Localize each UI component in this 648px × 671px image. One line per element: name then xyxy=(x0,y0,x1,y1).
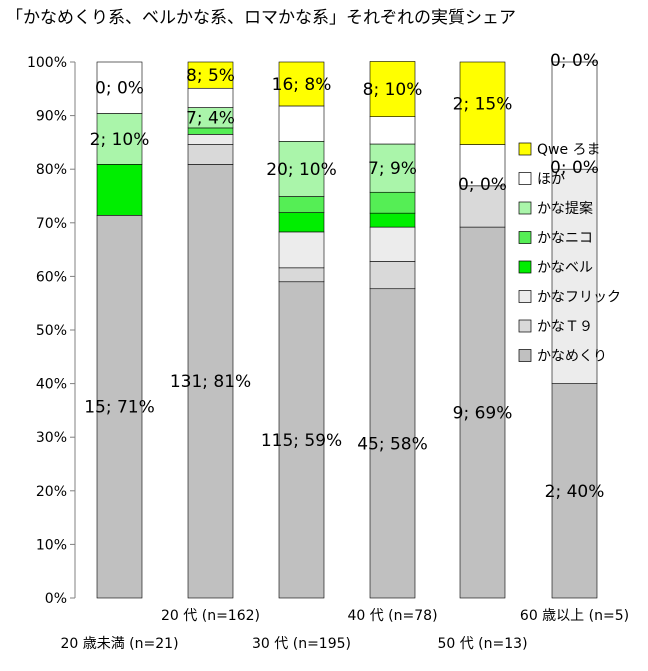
data-label: 16; 8% xyxy=(272,75,332,95)
y-tick-label: 80% xyxy=(36,162,67,178)
y-tick-label: 90% xyxy=(36,109,67,125)
bar-segment xyxy=(278,61,325,107)
legend-label: かなフリック xyxy=(537,290,621,306)
bar-segment xyxy=(278,105,325,142)
bar-segment xyxy=(278,141,325,197)
data-label: 45; 58% xyxy=(357,434,428,454)
x-axis: 20 歳未満 (n=21) 20 代 (n=162) 30 代 (n=195) 40 … xyxy=(60,608,629,652)
data-label: 20; 10% xyxy=(266,160,337,180)
bar-segment xyxy=(369,61,416,117)
bar-segment xyxy=(278,231,325,269)
bar-segment xyxy=(187,127,234,135)
y-tick-label: 50% xyxy=(36,323,67,339)
bar-segment xyxy=(278,212,325,233)
bar-segment xyxy=(278,267,325,283)
bar-segment xyxy=(187,134,234,145)
y-tick-label: 40% xyxy=(36,377,67,393)
y-tick-label: 10% xyxy=(36,537,67,553)
x-tick-label: 60 歳以上 (n=5) xyxy=(520,608,629,624)
data-label: 2; 15% xyxy=(453,94,513,114)
legend-label: かなベル xyxy=(537,260,593,276)
bar-segment xyxy=(369,143,416,193)
data-labels: 15; 71% 2; 10% 0; 0% 131; 81% 7; 4% 8; 5% 115;… xyxy=(84,51,604,502)
x-tick-label: 50 代 (n=13) xyxy=(437,636,527,652)
bar-segment xyxy=(459,61,506,145)
bar-segment xyxy=(96,164,143,216)
data-label: 8; 5% xyxy=(186,66,235,86)
y-tick-label: 0% xyxy=(45,591,67,607)
y-axis: 0% 10% 20% 30% 40% 50% 60% 70% 80% 90% 100% xyxy=(27,55,76,607)
bar-segment xyxy=(187,87,234,108)
data-label: 9; 69% xyxy=(453,404,513,424)
bar-segment xyxy=(96,214,143,599)
legend-swatch xyxy=(518,319,532,333)
legend-swatch xyxy=(518,231,532,244)
legend-label: かなＴ９ xyxy=(537,319,593,335)
data-label: 0; 0% xyxy=(550,51,599,71)
bar-segment xyxy=(369,288,416,599)
legend-label: かな提案 xyxy=(537,200,593,217)
y-tick-label: 60% xyxy=(36,269,67,285)
y-tick-label: 70% xyxy=(36,216,67,232)
legend-label: Qwe ろま xyxy=(537,142,601,158)
data-label: 0; 0% xyxy=(95,79,144,99)
legend-swatch xyxy=(518,142,532,156)
bar-segment xyxy=(369,191,416,214)
data-label: 15; 71% xyxy=(84,398,155,418)
legend-label: かなニコ xyxy=(537,231,593,247)
chart-title: 「かなめくり系、ベルかな系、ロマかな系」それぞれの実質シェア xyxy=(6,8,516,28)
data-label: 8; 10% xyxy=(363,80,423,100)
bar-segment xyxy=(369,116,416,145)
legend-label: ほか xyxy=(537,172,565,188)
bar-segment xyxy=(278,281,325,599)
x-tick-label: 20 代 (n=162) xyxy=(161,608,260,624)
y-tick-label: 30% xyxy=(36,430,67,446)
bar-segment xyxy=(459,226,506,599)
bar-segment xyxy=(551,61,598,170)
y-tick-label: 20% xyxy=(36,484,67,500)
data-label: 7; 9% xyxy=(368,159,417,179)
data-label: 2; 40% xyxy=(545,482,605,502)
legend-swatch xyxy=(518,290,532,303)
legend-swatch xyxy=(518,260,532,274)
x-tick-label: 20 歳未満 (n=21) xyxy=(60,636,178,652)
x-tick-label: 30 代 (n=195) xyxy=(252,636,351,652)
bar-segment xyxy=(551,383,598,599)
bar-segment xyxy=(459,185,506,228)
x-tick-label: 40 代 (n=78) xyxy=(347,608,437,624)
plot-area xyxy=(96,61,598,599)
data-label: 0; 0% xyxy=(458,175,507,195)
bar-segment xyxy=(187,144,234,165)
legend-swatch xyxy=(518,201,532,215)
data-label: 0; 0% xyxy=(550,158,599,178)
bar-segment xyxy=(369,212,416,228)
bar-segment xyxy=(96,61,143,114)
data-label: 115; 59% xyxy=(261,431,342,451)
bar-segment xyxy=(459,144,506,187)
data-label: 7; 4% xyxy=(186,109,235,129)
legend-label: かなめくり xyxy=(537,349,607,365)
bar-segment xyxy=(187,61,234,89)
y-tick-label: 100% xyxy=(27,55,67,71)
data-label: 131; 81% xyxy=(170,372,251,392)
data-label: 2; 10% xyxy=(90,130,150,150)
bar-segment xyxy=(278,196,325,213)
bar-segment xyxy=(369,261,416,290)
bar-segment xyxy=(369,226,416,262)
legend-swatch xyxy=(518,172,532,185)
legend-swatch xyxy=(518,349,532,362)
bar-segment xyxy=(187,164,234,599)
